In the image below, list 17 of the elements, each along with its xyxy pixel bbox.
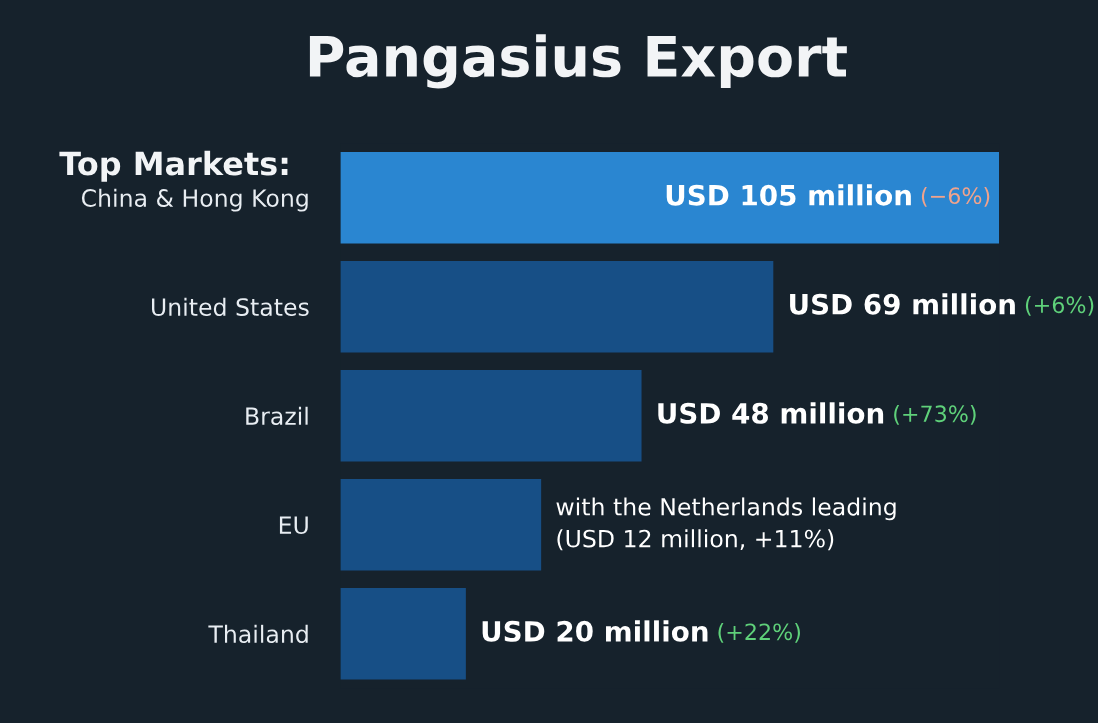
data-label: USD 20 million (+22%) [482, 620, 800, 643]
data-label: USD 69 million (+6%) [790, 293, 1094, 316]
y-tick-label: Brazil [246, 406, 308, 426]
bar [340, 151, 1000, 244]
y-tick-label: United States [152, 297, 309, 316]
y-tick-label: China & Hong Kong [81, 188, 308, 212]
data-label: USD 48 million (+73%) [658, 402, 976, 425]
bar [340, 369, 642, 462]
chart-title: Pangasius Export [309, 34, 847, 89]
bar [340, 587, 466, 680]
text: Top Markets: [59, 150, 288, 182]
y-tick-label: EU [279, 516, 308, 535]
y-tick-label: Thailand [208, 624, 308, 644]
data-label: USD 105 million (−6%) [666, 184, 990, 207]
bar [340, 478, 542, 571]
bar [340, 260, 774, 353]
annotation: with the Netherlands leading (USD 12 million, +11%) [556, 497, 896, 551]
